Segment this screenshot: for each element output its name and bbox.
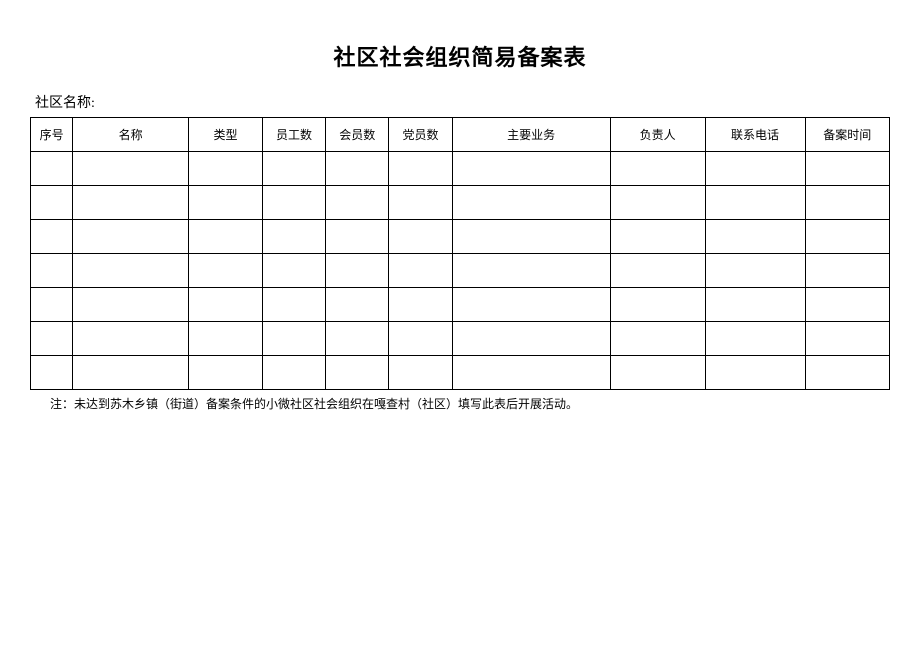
col-header-party: 党员数 xyxy=(389,118,452,152)
col-header-phone: 联系电话 xyxy=(705,118,805,152)
table-row xyxy=(31,186,890,220)
col-header-type: 类型 xyxy=(189,118,263,152)
table-body xyxy=(31,152,890,390)
footnote: 注：未达到苏木乡镇（街道）备案条件的小微社区社会组织在嘎查村（社区）填写此表后开… xyxy=(50,395,890,412)
col-header-leader: 负责人 xyxy=(610,118,705,152)
community-name-label: 社区名称: xyxy=(35,92,890,112)
col-header-business: 主要业务 xyxy=(452,118,610,152)
registration-table: 序号 名称 类型 员工数 会员数 党员数 主要业务 负责人 联系电话 备案时间 xyxy=(30,117,890,390)
col-header-name: 名称 xyxy=(73,118,189,152)
col-header-employees: 员工数 xyxy=(262,118,325,152)
table-row xyxy=(31,220,890,254)
col-header-members: 会员数 xyxy=(326,118,389,152)
table-row xyxy=(31,254,890,288)
table-header-row: 序号 名称 类型 员工数 会员数 党员数 主要业务 负责人 联系电话 备案时间 xyxy=(31,118,890,152)
col-header-date: 备案时间 xyxy=(805,118,889,152)
table-row xyxy=(31,152,890,186)
page-title: 社区社会组织简易备案表 xyxy=(30,40,890,72)
table-row xyxy=(31,356,890,390)
col-header-seq: 序号 xyxy=(31,118,73,152)
table-row xyxy=(31,322,890,356)
table-row xyxy=(31,288,890,322)
